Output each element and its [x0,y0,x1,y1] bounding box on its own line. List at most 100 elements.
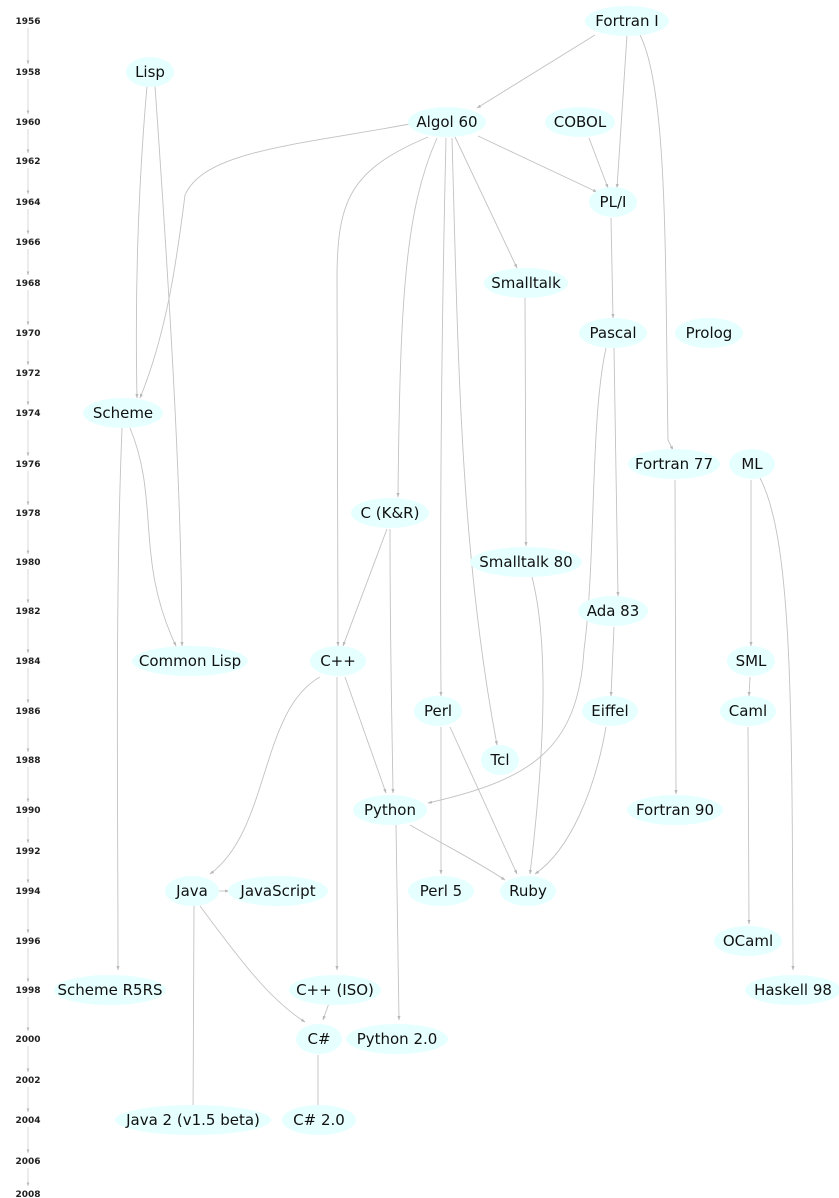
node-ellipse-pascal [579,318,647,348]
node-label-perl-5: Perl 5 [420,882,462,900]
node-ellipse-fortran-i [585,6,669,36]
node-label-cpp: C++ [320,652,356,670]
node-label-caml: Caml [729,702,767,720]
node-ellipse-eiffel [582,696,638,726]
year-label-1982: 1982 [15,607,40,617]
year-label-1968: 1968 [15,279,40,289]
node-ellipse-tcl [481,745,519,775]
node-ellipse-pl-i [589,187,637,217]
node-ellipse-perl-5 [408,876,474,906]
node-scheme-r5rs: Scheme R5RS [54,975,166,1005]
node-ellipse-java-2 [115,1105,271,1135]
node-ellipse-lisp [126,57,174,87]
node-label-scheme: Scheme [93,404,153,422]
node-ellipse-c-kr [351,498,429,528]
edge-lisp-scheme [135,85,148,399]
node-ellipse-python-2 [346,1024,448,1054]
edge-algol-60-pl-i [477,135,598,193]
edge-algol-60-cpp [336,136,429,647]
node-ellipse-smalltalk-80 [470,547,582,577]
year-label-2006: 2006 [15,1157,40,1167]
edge-algol-60-perl [439,137,447,697]
year-label-2002: 2002 [15,1076,40,1086]
node-label-pascal: Pascal [590,324,637,342]
edge-ada-83-eiffel [609,626,615,697]
node-ellipse-ml [729,449,775,479]
node-label-fortran-77: Fortran 77 [635,455,713,473]
node-label-python-2: Python 2.0 [357,1030,438,1048]
edge-algol-60-tcl [451,137,498,746]
node-ocaml: OCaml [714,926,782,956]
node-label-algol-60: Algol 60 [416,113,477,131]
node-python: Python [353,795,427,825]
node-ellipse-java [165,876,219,906]
node-label-eiffel: Eiffel [591,702,628,720]
node-ellipse-sml [727,646,775,676]
node-ellipse-common-lisp [132,646,248,676]
year-label-1980: 1980 [15,558,40,568]
node-haskell-98: Haskell 98 [745,975,839,1005]
node-ruby: Ruby [500,876,556,906]
node-cpp-iso: C++ (ISO) [289,975,381,1005]
node-label-ml: ML [741,455,763,473]
node-label-common-lisp: Common Lisp [139,652,241,670]
node-label-smalltalk: Smalltalk [491,274,561,292]
edge-lisp-common-lisp [154,85,184,647]
node-ellipse-javascript [228,876,328,906]
node-label-ocaml: OCaml [723,932,773,950]
node-label-csharp-2: C# 2.0 [293,1111,345,1129]
edge-sml-caml [747,676,751,697]
year-label-1974: 1974 [15,409,40,419]
year-timeline-axis: 1956 1958 1960 1962 1964 1966 1968 1970 1972 1974… [15,17,40,1198]
node-ellipse-scheme [83,398,163,428]
node-ellipse-ruby [500,876,556,906]
year-label-1984: 1984 [15,657,40,667]
edge-perl-ruby [449,726,518,875]
node-label-csharp: C# [307,1030,330,1048]
node-prolog: Prolog [675,318,743,348]
node-cobol: COBOL [545,107,615,137]
node-pascal: Pascal [579,318,647,348]
edge-algol-60-c-kr [396,137,438,498]
influence-edges [116,34,795,1120]
node-ellipse-fortran-77 [628,449,720,479]
node-sml: SML [727,646,775,676]
edge-c-kr-python [389,528,395,794]
node-label-java-2: Java 2 (v1.5 beta) [125,1111,260,1129]
year-label-1978: 1978 [15,509,40,519]
year-label-1970: 1970 [15,329,40,339]
node-java: Java [165,876,219,906]
year-label-2004: 2004 [15,1116,40,1126]
node-label-fortran-i: Fortran I [595,12,658,30]
node-csharp-2: C# 2.0 [282,1105,356,1135]
node-label-java: Java [175,882,208,900]
node-cpp: C++ [310,646,366,676]
node-lisp: Lisp [126,57,174,87]
edge-python-python-2 [395,824,401,1021]
node-label-javascript: JavaScript [239,882,315,900]
year-label-1988: 1988 [15,756,40,766]
node-smalltalk-80: Smalltalk 80 [470,547,582,577]
node-label-prolog: Prolog [686,324,733,342]
edge-cpp-iso-csharp [322,1002,330,1021]
node-label-c-kr: C (K&R) [361,504,420,522]
edge-pascal-ada-83 [613,347,620,597]
node-ellipse-smalltalk [484,268,568,298]
node-common-lisp: Common Lisp [132,646,248,676]
node-label-ruby: Ruby [509,882,547,900]
node-ellipse-fortran-90 [627,795,723,825]
language-nodes: Fortran I Lisp Algol 60 COBOL PL/I Smalltalk P… [54,6,839,1135]
node-python-2: Python 2.0 [346,1024,448,1054]
edge-algol-60-scheme [139,122,416,399]
edge-ml-haskell-98 [759,477,795,971]
node-label-pl-i: PL/I [600,193,627,211]
edge-fortran-i-algol-60 [476,34,596,109]
edge-fortran-i-fortran-77 [639,34,674,451]
year-label-1964: 1964 [15,198,40,208]
node-scheme: Scheme [83,398,163,428]
edge-cobol-pl-i [588,137,609,189]
edge-caml-ocaml [747,726,751,925]
edge-scheme-common-lisp [129,427,177,647]
year-label-2000: 2000 [15,1035,40,1045]
